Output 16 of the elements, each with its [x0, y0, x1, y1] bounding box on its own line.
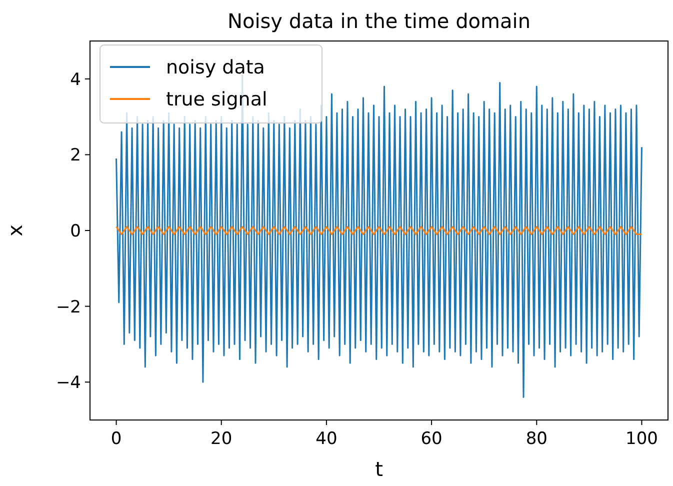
chart-title: Noisy data in the time domain [228, 9, 530, 33]
x-tick-label: 100 [626, 429, 658, 449]
x-tick-label: 40 [316, 429, 338, 449]
y-tick-label: −2 [56, 297, 81, 318]
x-tick-label: 0 [110, 429, 122, 449]
x-tick-label: 80 [526, 429, 548, 449]
x-tick-label: 60 [420, 429, 442, 449]
y-tick-label: 4 [70, 70, 81, 90]
x-tick-label: 20 [210, 429, 232, 449]
legend-label: noisy data [166, 56, 265, 79]
y-axis-title: x [3, 224, 27, 236]
y-tick-label: 0 [70, 221, 81, 242]
y-tick-label: −4 [56, 373, 81, 394]
legend-label: true signal [166, 88, 268, 111]
x-axis-title: t [375, 457, 384, 481]
y-tick-label: 2 [70, 146, 81, 166]
